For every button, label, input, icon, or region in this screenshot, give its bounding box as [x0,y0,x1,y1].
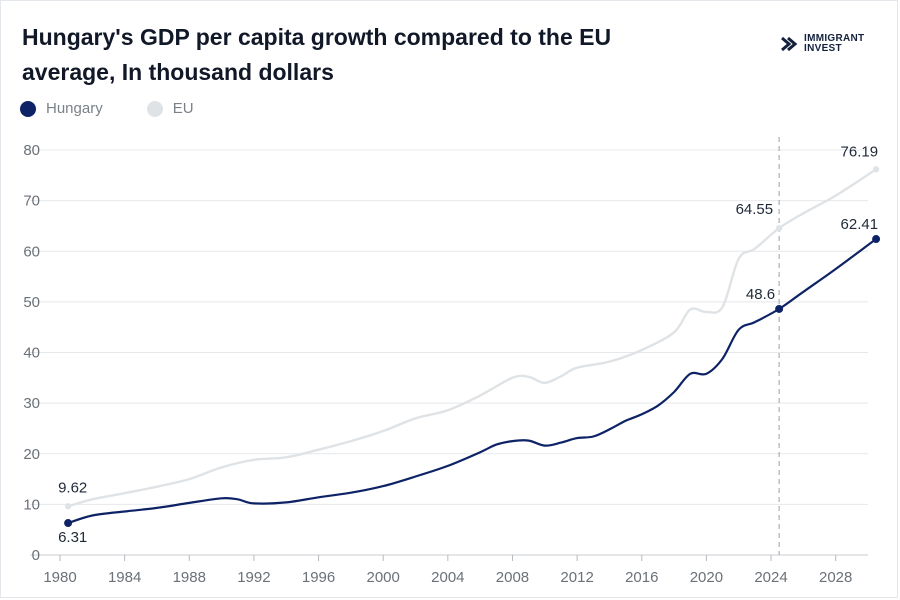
chart-legend: Hungary EU [20,100,238,117]
series-layer [64,166,881,528]
label-layer: 6.31 48.6 62.41 9.62 64.55 76.19 [58,143,878,546]
x-tick-label-1980: 1980 [43,569,76,586]
y-tick-label-40: 40 [23,345,40,362]
brand-line-2: INVEST [804,43,842,54]
x-tick-label-2008: 2008 [496,569,529,586]
data-label-hungary-6-31: 6.31 [58,529,87,546]
brand-logo-icon [781,36,798,52]
legend-item-hungary[interactable]: Hungary [20,100,103,117]
y-tick-label-20: 20 [23,446,40,463]
x-tick-label-2016: 2016 [625,569,658,586]
legend-swatch-hungary [20,100,36,117]
data-label-eu-76-19: 76.19 [841,143,879,160]
x-tick-label-2012: 2012 [560,569,593,586]
data-point-hungary-48-6 [775,304,784,313]
legend-item-eu[interactable]: EU [146,100,194,117]
data-point-eu-9-62 [64,503,72,510]
brand-name: IMMIGRANT INVEST [804,34,884,54]
x-tick-label-2028: 2028 [819,569,852,586]
series-line-eu [66,168,878,508]
data-label-eu-9-62: 9.62 [58,479,87,496]
y-tick-label-50: 50 [23,294,40,311]
data-point-hungary-62-41 [872,235,881,244]
data-point-eu-64-55 [775,225,783,232]
data-point-hungary-6-31 [64,519,73,528]
x-tick-label-1988: 1988 [173,569,206,586]
brand-line-1: IMMIGRANT [804,33,865,44]
x-tick-label-1992: 1992 [237,569,270,586]
data-label-eu-64-55: 64.55 [736,201,774,218]
data-label-hungary-48-6: 48.6 [746,286,775,303]
x-tick-label-1996: 1996 [302,569,335,586]
x-tick-label-1984: 1984 [108,569,141,586]
data-label-hungary-62-41: 62.41 [841,216,879,233]
y-tick-label-10: 10 [23,496,40,513]
x-tick-label-2020: 2020 [690,569,723,586]
y-tick-label-0: 0 [32,547,40,564]
y-tick-label-30: 30 [23,395,40,412]
legend-swatch-eu [146,100,163,117]
legend-label-eu: EU [172,100,194,117]
x-tick-label-2024: 2024 [754,569,787,586]
grid-layer: 0 10 20 30 40 50 60 70 80 1980 1984 1988 1992 1996 200… [23,142,868,586]
chart-title: Hungary's GDP per capita growth compared… [22,24,612,85]
y-tick-label-80: 80 [23,142,40,159]
y-tick-label-60: 60 [23,243,40,260]
legend-label-hungary: Hungary [46,100,103,117]
x-tick-label-2004: 2004 [431,569,464,586]
data-point-eu-76-19 [872,166,880,173]
series-line-hungary [67,237,878,525]
x-tick-label-2000: 2000 [367,569,400,586]
y-tick-label-70: 70 [23,193,40,210]
brand-logo: IMMIGRANT INVEST [780,34,884,54]
